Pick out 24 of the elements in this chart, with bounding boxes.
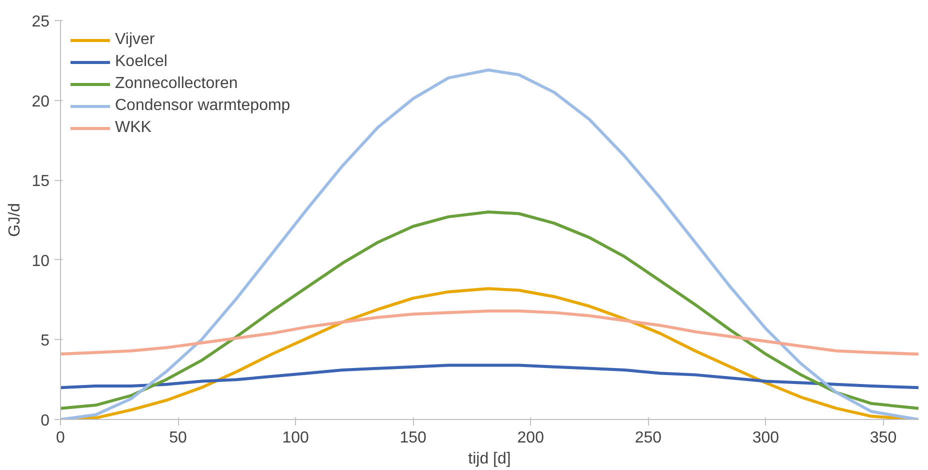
x-tick-label: 50 [169, 430, 188, 446]
y-tick-label: 5 [40, 332, 50, 350]
x-tick-label: 300 [752, 430, 780, 446]
line-series [60, 364, 918, 390]
x-tick-label: 350 [870, 430, 897, 446]
y-tick-label: 0 [40, 412, 50, 430]
y-axis-title: GJ/d [6, 203, 24, 237]
x-tick-label: 100 [282, 430, 310, 446]
line-series [60, 309, 918, 356]
legend-label: Condensor warmtepomp [115, 97, 290, 115]
legend-label: Koelcel [115, 53, 168, 71]
y-tick-label: 10 [32, 252, 50, 270]
legend-label: WKK [115, 119, 152, 137]
line-series [60, 210, 918, 410]
legend-label: Vijver [115, 31, 155, 49]
legend-label: Zonnecollectoren [115, 75, 238, 93]
y-tick-label: 25 [32, 14, 50, 30]
x-tick-label: 200 [517, 430, 544, 446]
x-tick-label: 0 [56, 430, 66, 446]
x-tick-label: 250 [634, 430, 662, 446]
x-axis-title: tijd [d] [468, 450, 511, 468]
x-tick-label: 150 [400, 430, 427, 446]
y-tick-label: 15 [32, 173, 50, 190]
y-tick-label: 20 [32, 93, 50, 110]
